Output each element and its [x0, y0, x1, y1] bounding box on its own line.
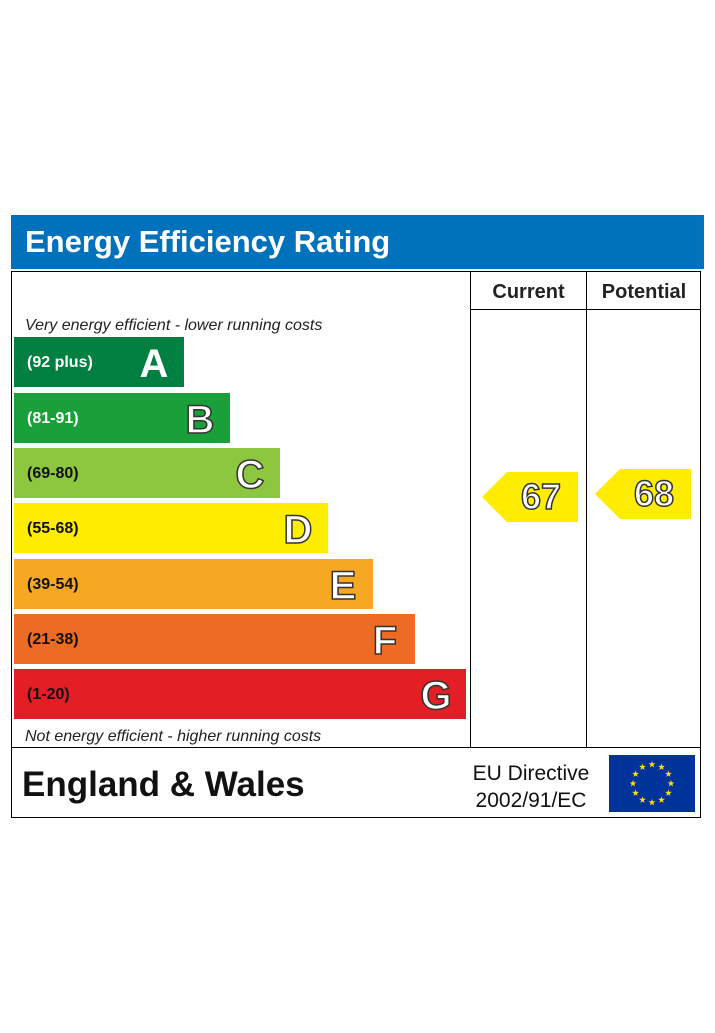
band-c: (69-80) C — [14, 448, 280, 498]
arrow-shape — [595, 469, 691, 519]
current-rating-value: 67 — [520, 475, 562, 518]
band-range-label: (55-68) — [27, 520, 79, 537]
band-letter: A — [139, 342, 169, 386]
note-bottom: Not energy efficient - higher running co… — [25, 728, 322, 745]
column-header-current: Current — [492, 281, 565, 303]
band-letter: D — [283, 507, 313, 553]
band-letter: E — [329, 563, 357, 609]
rating-table — [11, 271, 701, 818]
band-range-label: (81-91) — [27, 410, 79, 427]
column-header-divider — [470, 309, 701, 310]
band-letter: B — [185, 397, 215, 443]
band-b: (81-91) B — [14, 393, 230, 443]
eu-star-icon — [639, 796, 646, 803]
eu-flag-icon — [609, 755, 695, 812]
band-range-label: (1-20) — [27, 686, 70, 703]
band-range-label: (69-80) — [27, 465, 79, 482]
eu-star-icon — [629, 779, 637, 787]
band-range-label: (92 plus) — [27, 354, 93, 371]
eu-star-icon — [632, 770, 639, 777]
potential-rating-arrow: 68 — [595, 469, 691, 519]
band-e: (39-54) E — [14, 559, 373, 609]
eu-star-icon — [648, 760, 656, 768]
footer-country: England & Wales — [22, 765, 305, 804]
band-range-label: (21-38) — [27, 631, 79, 648]
eu-star-icon — [658, 763, 665, 770]
arrow-shape — [482, 472, 578, 522]
eu-star-icon — [632, 789, 639, 796]
band-f: (21-38) F — [14, 614, 415, 664]
eu-star-icon — [658, 796, 665, 803]
current-rating-arrow: 67 — [482, 472, 578, 522]
eu-star-icon — [648, 798, 656, 806]
footer-directive-line2: 2002/91/EC — [475, 789, 587, 812]
footer-directive-line1: EU Directive — [472, 762, 590, 785]
band-a: (92 plus) A — [14, 337, 184, 387]
divider-potential — [586, 271, 587, 748]
divider-current — [470, 271, 471, 748]
column-header-potential: Potential — [601, 281, 687, 303]
band-letter: G — [420, 673, 453, 719]
note-top: Very energy efficient - lower running co… — [25, 317, 323, 334]
eu-star-icon — [665, 770, 672, 777]
eu-star-icon — [667, 779, 675, 787]
eu-star-icon — [665, 789, 672, 796]
eu-stars — [629, 760, 675, 806]
band-letter: F — [372, 618, 398, 664]
band-g: (1-20) G — [14, 669, 466, 719]
band-range-label: (39-54) — [27, 576, 79, 593]
band-letter: C — [235, 452, 265, 498]
footer-divider — [11, 747, 701, 748]
chart-title: Energy Efficiency Rating — [11, 215, 704, 269]
potential-rating-value: 68 — [633, 472, 675, 515]
eu-star-icon — [639, 763, 646, 770]
band-d: (55-68) D — [14, 503, 328, 553]
